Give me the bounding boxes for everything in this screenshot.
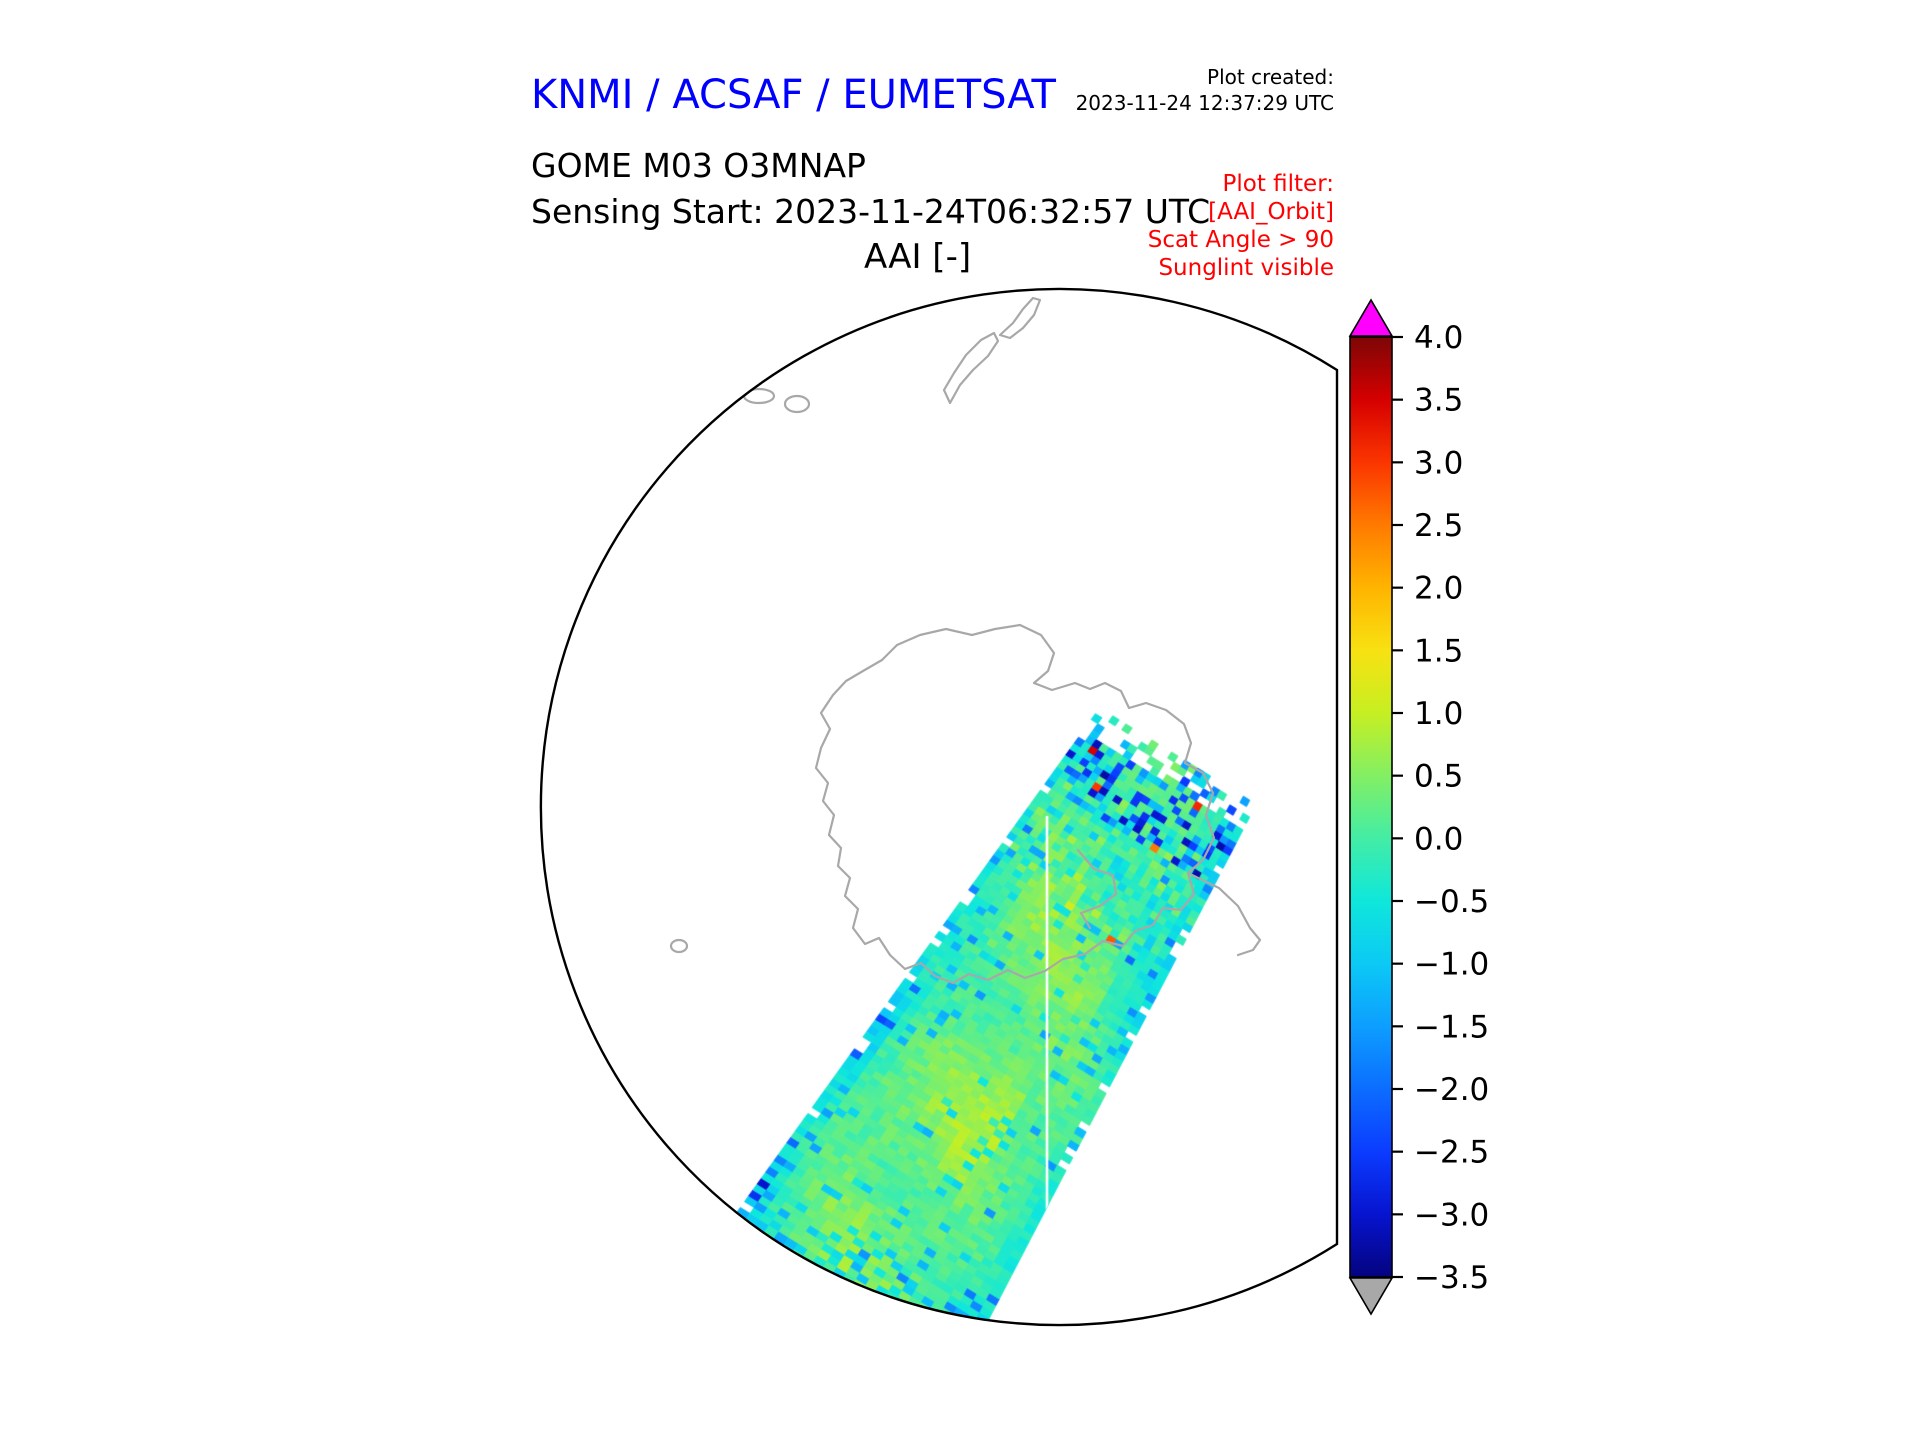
product-title: GOME M03 O3MNAP (531, 146, 866, 185)
colorbar-tick-label: −1.0 (1414, 947, 1489, 983)
colorbar-tick-label: −3.0 (1414, 1197, 1489, 1233)
coastline-nz-south-island (942, 331, 1000, 405)
colorbar-tick-label: 1.0 (1414, 696, 1463, 732)
plot-created-block: Plot created: 2023-11-24 12:37:29 UTC (1000, 64, 1334, 116)
colorbar-tick-label: 3.5 (1414, 383, 1463, 419)
colorbar-tick-label: 0.0 (1414, 821, 1463, 857)
colorbar-tick-label: 0.5 (1414, 759, 1463, 795)
colorbar-bar (1349, 336, 1393, 1278)
plot-filter-block: Plot filter: [AAI_Orbit] Scat Angle > 90… (1034, 170, 1334, 282)
colorbar-over-arrow (1348, 298, 1394, 337)
quantity-label: AAI [-] (864, 237, 972, 277)
colorbar-under-arrow (1348, 1277, 1394, 1316)
coastlines (669, 296, 1262, 985)
colorbar-tick-label: −1.5 (1414, 1009, 1489, 1045)
colorbar-tick-label: 3.0 (1414, 445, 1463, 481)
colorbar-ticks: 4.0 3.5 3.0 2.5 2.0 1.5 1.0 0.5 0.0 −0.5 −1.0 −1.5 −… (1392, 320, 1489, 1296)
colorbar-tick-label: −2.0 (1414, 1072, 1489, 1108)
coastline-island-3 (669, 938, 689, 954)
plot-created-label: Plot created: (1207, 65, 1334, 89)
filter-line-title: Plot filter: (1222, 171, 1334, 197)
colorbar: 4.0 3.5 3.0 2.5 2.0 1.5 1.0 0.5 0.0 −0.5 −1.0 −1.5 −… (1348, 298, 1489, 1316)
coastline-island-2 (783, 394, 811, 414)
map-boundary (539, 287, 1339, 1327)
coastline-victoria-land (1186, 871, 1262, 957)
colorbar-tick-label: 1.5 (1414, 633, 1463, 669)
filter-line-scat: Scat Angle > 90 (1147, 227, 1334, 253)
coastline-antarctica (814, 623, 1216, 985)
coastline-ross-ice-shelf (1076, 848, 1118, 930)
colorbar-tick-label: 2.0 (1414, 571, 1463, 607)
filter-line-sunglint: Sunglint visible (1158, 255, 1334, 281)
filter-line-orbit: [AAI_Orbit] (1208, 199, 1334, 225)
colorbar-tick-label: −0.5 (1414, 884, 1489, 920)
colorbar-tick-label: 2.5 (1414, 508, 1463, 544)
colorbar-tick-label: 4.0 (1414, 320, 1463, 356)
sensing-start-label: Sensing Start: 2023-11-24T06:32:57 UTC (531, 192, 1211, 231)
colorbar-tick-label: −3.5 (1414, 1260, 1489, 1296)
coastline-nz-north-island (998, 296, 1042, 340)
colorbar-tick-label: −2.5 (1414, 1135, 1489, 1171)
plot-created-value: 2023-11-24 12:37:29 UTC (1075, 91, 1334, 115)
plot-title: KNMI / ACSAF / EUMETSAT (531, 72, 1056, 118)
